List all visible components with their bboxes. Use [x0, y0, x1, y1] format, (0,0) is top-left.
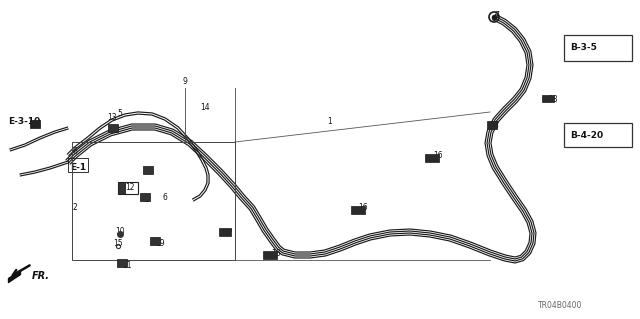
Text: 2: 2 — [72, 204, 77, 212]
Text: 17: 17 — [223, 229, 233, 239]
Text: 10: 10 — [115, 227, 125, 236]
FancyBboxPatch shape — [108, 124, 118, 132]
Text: 6: 6 — [163, 194, 168, 203]
Text: 15: 15 — [113, 240, 123, 249]
Bar — [564, 123, 632, 147]
Text: 9: 9 — [182, 78, 188, 86]
Bar — [118, 182, 126, 194]
Text: 13: 13 — [107, 114, 117, 122]
Text: TR04B0400: TR04B0400 — [538, 300, 582, 309]
Bar — [68, 158, 88, 172]
Text: 16: 16 — [271, 249, 281, 257]
FancyBboxPatch shape — [263, 251, 277, 259]
FancyBboxPatch shape — [30, 120, 40, 128]
Text: 12: 12 — [125, 183, 135, 192]
FancyBboxPatch shape — [351, 206, 365, 214]
FancyBboxPatch shape — [150, 237, 160, 245]
Text: 18: 18 — [548, 95, 557, 105]
Text: 11: 11 — [122, 261, 132, 270]
FancyBboxPatch shape — [542, 95, 554, 102]
Text: 7: 7 — [495, 11, 499, 20]
Text: 1: 1 — [328, 117, 332, 127]
Text: 19: 19 — [155, 239, 165, 248]
FancyBboxPatch shape — [143, 166, 153, 174]
Bar — [118, 182, 138, 194]
Text: FR.: FR. — [32, 271, 50, 281]
Text: 8: 8 — [493, 122, 499, 130]
Text: 4: 4 — [145, 167, 150, 176]
Text: B-3-5: B-3-5 — [570, 42, 597, 51]
FancyBboxPatch shape — [425, 154, 439, 162]
Text: E-1: E-1 — [70, 162, 86, 172]
Text: E-3-10: E-3-10 — [8, 117, 40, 127]
Text: 5: 5 — [36, 121, 40, 130]
Text: 14: 14 — [200, 103, 210, 113]
Text: 3: 3 — [145, 195, 149, 204]
FancyBboxPatch shape — [117, 259, 127, 267]
Text: 16: 16 — [433, 152, 443, 160]
FancyBboxPatch shape — [219, 228, 231, 236]
Bar — [72, 142, 235, 260]
FancyBboxPatch shape — [487, 121, 497, 129]
Bar — [564, 35, 632, 61]
Text: 16: 16 — [358, 204, 368, 212]
FancyBboxPatch shape — [140, 193, 150, 201]
Text: 6: 6 — [72, 147, 77, 157]
Text: 5: 5 — [118, 109, 122, 118]
Text: B-4-20: B-4-20 — [570, 130, 603, 139]
